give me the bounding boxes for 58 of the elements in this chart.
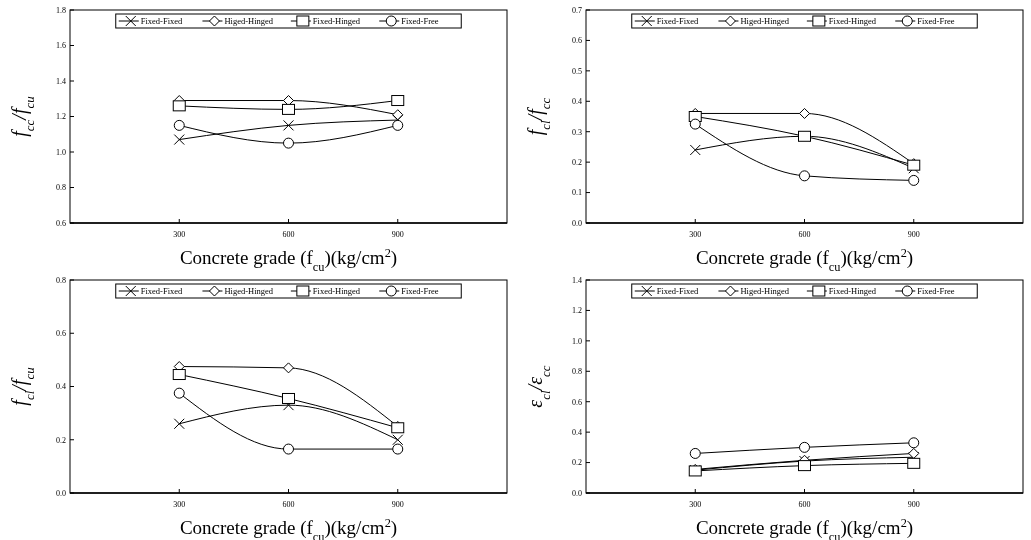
legend-label: Fixed-Free bbox=[401, 285, 439, 296]
x-tick-label: 900 bbox=[391, 230, 404, 239]
y-tick-label: 1.2 bbox=[56, 112, 66, 122]
y-tick-label: 1.4 bbox=[572, 275, 582, 285]
y-tick-label: 0.2 bbox=[56, 435, 66, 445]
y-tick-label: 1.0 bbox=[56, 147, 66, 157]
legend-label: Fixed-Hinged bbox=[312, 15, 361, 26]
y-tick-label: 1.4 bbox=[56, 76, 66, 86]
y-tick-label: 1.6 bbox=[56, 41, 66, 51]
x-tick-label: 900 bbox=[391, 500, 404, 509]
legend-label: Higed-Hinged bbox=[224, 15, 274, 26]
legend-label: Fixed-Hinged bbox=[828, 15, 877, 26]
legend-label: Fixed-Hinged bbox=[828, 285, 877, 296]
y-tick-label: 0.0 bbox=[572, 218, 582, 228]
x-tick-label: 900 bbox=[907, 500, 920, 509]
legend-label: Fixed-Fixed bbox=[656, 285, 700, 296]
legend-label: Fixed-Fixed bbox=[140, 285, 184, 296]
y-tick-label: 0.4 bbox=[56, 382, 66, 392]
y-tick-label: 0.6 bbox=[56, 218, 66, 228]
y-tick-label: 1.8 bbox=[56, 5, 66, 15]
y-tick-label: 1.0 bbox=[572, 336, 582, 346]
y-tick-label: 0.6 bbox=[572, 397, 582, 407]
legend-label: Fixed-Hinged bbox=[312, 285, 361, 296]
legend-label: Fixed-Free bbox=[917, 285, 955, 296]
legend-label: Higed-Hinged bbox=[740, 15, 790, 26]
y-tick-label: 0.7 bbox=[572, 5, 582, 15]
y-tick-label: 1.2 bbox=[572, 306, 582, 316]
x-axis-title: Concrete grade (f$_{cu}$)(kg/cm$^{2}$) bbox=[695, 246, 914, 274]
legend-label: Fixed-Free bbox=[917, 15, 955, 26]
legend-label: Fixed-Free bbox=[401, 15, 439, 26]
x-tick-label: 300 bbox=[689, 230, 702, 239]
x-tick-label: 300 bbox=[173, 230, 186, 239]
x-axis-title: Concrete grade (f$_{cu}$)(kg/cm$^{2}$) bbox=[179, 246, 398, 274]
y-tick-label: 0.3 bbox=[572, 127, 582, 137]
x-tick-label: 900 bbox=[907, 230, 920, 239]
y-tick-label: 0.5 bbox=[572, 66, 582, 76]
x-tick-label: 600 bbox=[282, 500, 295, 509]
x-tick-label: 300 bbox=[173, 500, 186, 509]
y-tick-label: 0.4 bbox=[572, 97, 582, 107]
x-tick-label: 600 bbox=[798, 500, 811, 509]
y-tick-label: 0.6 bbox=[56, 329, 66, 339]
legend-label: Fixed-Fixed bbox=[656, 15, 700, 26]
legend-label: Higed-Hinged bbox=[224, 285, 274, 296]
y-tick-label: 0.4 bbox=[572, 427, 582, 437]
y-tick-label: 0.8 bbox=[572, 367, 582, 377]
y-tick-label: 0.0 bbox=[572, 488, 582, 498]
y-tick-label: 0.1 bbox=[572, 188, 582, 198]
y-tick-label: 0.2 bbox=[572, 157, 582, 167]
y-tick-label: 0.8 bbox=[56, 183, 66, 193]
y-tick-label: 0.2 bbox=[572, 458, 582, 468]
x-tick-label: 300 bbox=[689, 500, 702, 509]
y-tick-label: 0.8 bbox=[56, 275, 66, 285]
y-tick-label: 0.0 bbox=[56, 488, 66, 498]
legend-label: Higed-Hinged bbox=[740, 285, 790, 296]
x-tick-label: 600 bbox=[282, 230, 295, 239]
x-tick-label: 600 bbox=[798, 230, 811, 239]
legend-label: Fixed-Fixed bbox=[140, 15, 184, 26]
y-tick-label: 0.6 bbox=[572, 36, 582, 46]
